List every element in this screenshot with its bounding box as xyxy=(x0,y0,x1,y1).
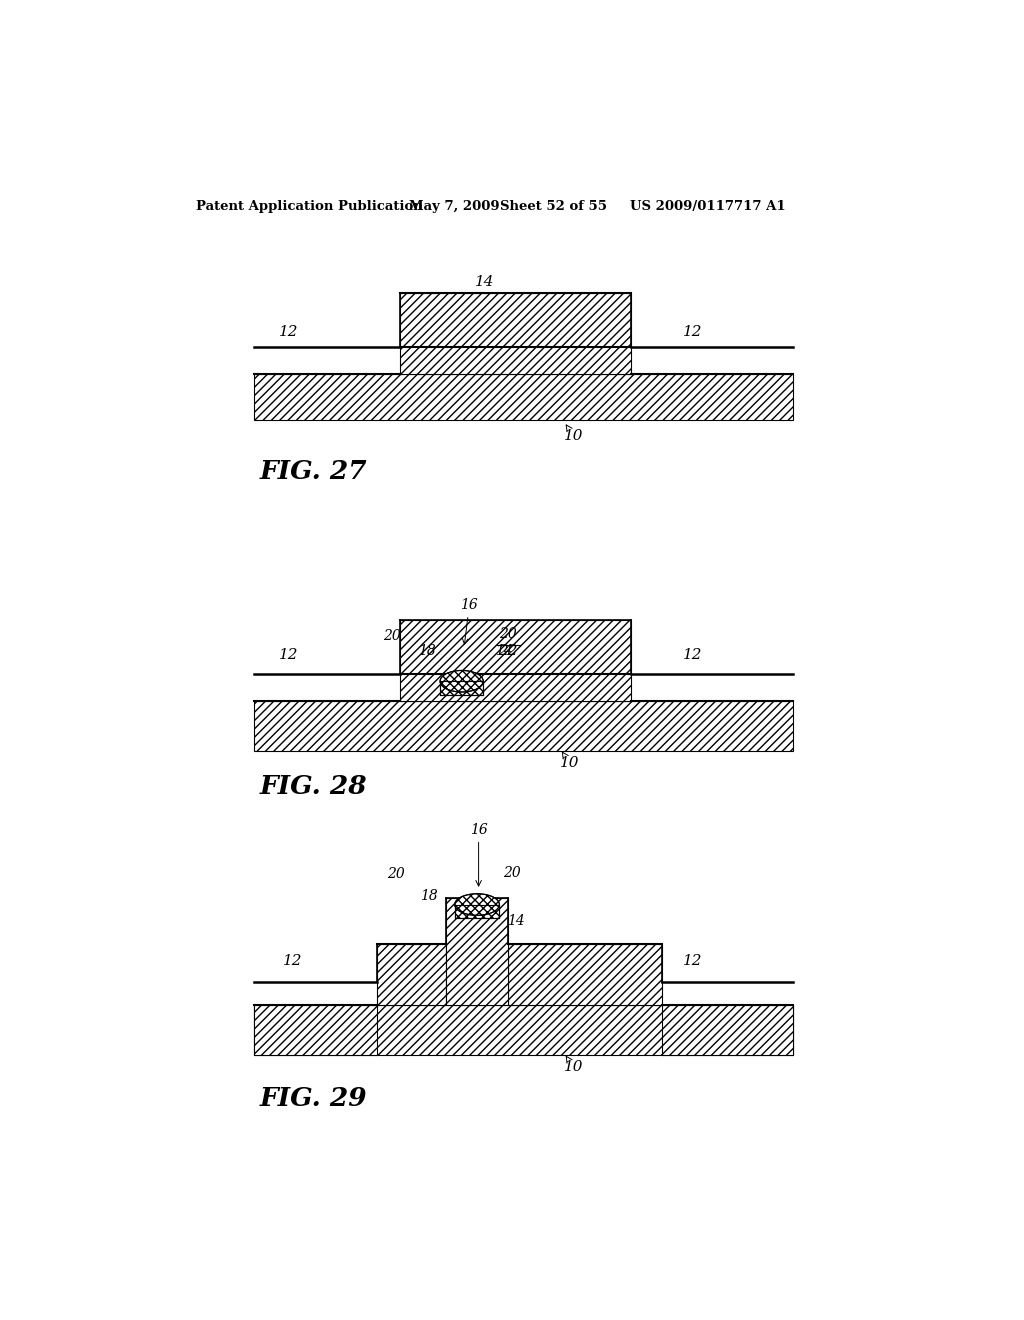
Bar xyxy=(254,1006,377,1056)
Text: 20: 20 xyxy=(387,867,406,882)
Text: 12: 12 xyxy=(683,648,702,663)
Text: 20: 20 xyxy=(503,866,520,880)
Bar xyxy=(400,293,631,374)
Bar xyxy=(662,1006,793,1056)
Bar xyxy=(455,904,500,919)
Text: 20: 20 xyxy=(499,627,517,642)
Text: Patent Application Publication: Patent Application Publication xyxy=(196,199,423,213)
Text: FIG. 29: FIG. 29 xyxy=(260,1086,368,1111)
Bar xyxy=(254,701,793,751)
Text: 12: 12 xyxy=(683,954,702,968)
Bar xyxy=(254,1006,793,1056)
Bar xyxy=(377,944,446,1006)
Text: 18: 18 xyxy=(418,644,436,659)
Text: 10: 10 xyxy=(560,752,580,770)
Text: Sheet 52 of 55: Sheet 52 of 55 xyxy=(500,199,607,213)
Text: 14: 14 xyxy=(475,275,495,289)
Text: US 2009/0117717 A1: US 2009/0117717 A1 xyxy=(630,199,785,213)
Text: 12: 12 xyxy=(283,954,302,968)
Bar xyxy=(508,944,662,1006)
Text: 20: 20 xyxy=(383,628,401,643)
Bar xyxy=(446,898,508,1006)
Bar xyxy=(400,620,631,701)
Text: 14: 14 xyxy=(507,913,524,928)
Text: 10: 10 xyxy=(563,425,583,442)
Text: 12: 12 xyxy=(683,325,702,339)
Text: 10: 10 xyxy=(563,1056,583,1074)
Text: 12: 12 xyxy=(279,648,298,663)
Text: 12: 12 xyxy=(279,325,298,339)
Text: FIG. 28: FIG. 28 xyxy=(260,775,368,800)
Text: FIG. 27: FIG. 27 xyxy=(260,459,368,483)
Ellipse shape xyxy=(455,894,500,915)
Ellipse shape xyxy=(440,671,483,692)
Text: 16: 16 xyxy=(461,598,478,644)
Text: May 7, 2009: May 7, 2009 xyxy=(410,199,500,213)
Text: 16: 16 xyxy=(470,822,487,886)
Text: 22: 22 xyxy=(498,644,517,659)
Bar xyxy=(440,681,483,696)
Text: 14: 14 xyxy=(496,644,513,659)
Bar xyxy=(254,374,793,420)
Text: 18: 18 xyxy=(420,890,437,903)
